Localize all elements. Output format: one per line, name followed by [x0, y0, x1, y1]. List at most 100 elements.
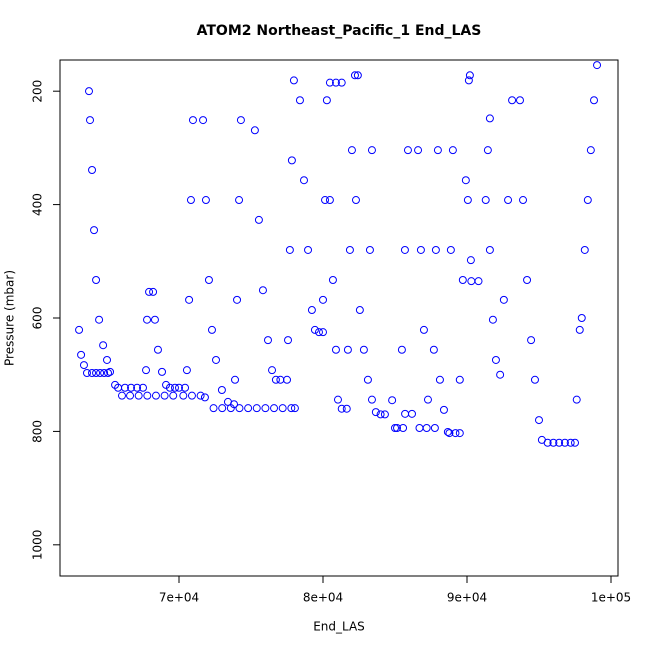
point — [351, 196, 360, 205]
point — [572, 395, 581, 404]
point — [283, 375, 292, 384]
point — [169, 391, 178, 400]
point — [153, 345, 162, 354]
point — [388, 396, 397, 405]
point — [397, 345, 406, 354]
point — [331, 345, 340, 354]
point — [250, 126, 259, 135]
point — [342, 404, 351, 413]
point — [593, 61, 602, 70]
point — [187, 391, 196, 400]
point — [371, 408, 380, 417]
point — [181, 383, 190, 392]
point — [365, 245, 374, 254]
point — [499, 295, 508, 304]
point — [271, 375, 280, 384]
points — [75, 61, 602, 447]
point — [117, 391, 126, 400]
point — [204, 276, 213, 285]
point — [79, 361, 88, 370]
point — [149, 287, 158, 296]
point — [268, 366, 277, 375]
point — [287, 156, 296, 165]
y-tick-label: 400 — [30, 193, 44, 216]
point — [99, 341, 108, 350]
point — [575, 325, 584, 334]
point — [145, 287, 154, 296]
point — [415, 424, 424, 433]
point — [289, 76, 298, 85]
point — [201, 196, 210, 205]
point — [88, 369, 97, 378]
point — [217, 386, 226, 395]
point — [337, 404, 346, 413]
point — [461, 176, 470, 185]
point — [433, 146, 442, 155]
point — [403, 146, 412, 155]
point — [226, 404, 235, 413]
x-tick-label: 7e+04 — [159, 591, 199, 605]
point — [353, 71, 362, 80]
point — [103, 355, 112, 364]
point — [151, 391, 160, 400]
point — [160, 391, 169, 400]
point — [367, 395, 376, 404]
point — [463, 196, 472, 205]
point — [430, 424, 439, 433]
point — [583, 196, 592, 205]
point — [474, 277, 483, 286]
point — [252, 404, 261, 413]
point — [85, 87, 94, 96]
point — [325, 78, 334, 87]
point — [455, 429, 464, 438]
point — [95, 315, 104, 324]
point — [212, 355, 221, 364]
point — [325, 196, 334, 205]
point — [185, 295, 194, 304]
point — [199, 116, 208, 125]
y-tick-label: 600 — [31, 307, 45, 330]
point — [400, 245, 409, 254]
point — [458, 276, 467, 285]
point — [278, 404, 287, 413]
point — [431, 245, 440, 254]
point — [485, 114, 494, 123]
point — [90, 226, 99, 235]
point — [139, 383, 148, 392]
point — [337, 78, 346, 87]
point — [314, 328, 323, 337]
point — [258, 286, 267, 295]
point — [347, 146, 356, 155]
point — [170, 383, 179, 392]
point — [429, 345, 438, 354]
point — [483, 146, 492, 155]
point — [443, 427, 452, 436]
point — [530, 375, 539, 384]
point — [235, 196, 244, 205]
point — [244, 404, 253, 413]
point — [143, 315, 152, 324]
point — [254, 215, 263, 224]
point — [307, 306, 316, 315]
point — [322, 96, 331, 105]
point — [133, 383, 142, 392]
y-tick-label: 1000 — [31, 530, 45, 561]
x-axis-label: End_LAS — [313, 620, 365, 634]
point — [106, 367, 115, 376]
point — [488, 315, 497, 324]
point — [466, 256, 475, 265]
point — [270, 404, 279, 413]
point — [527, 336, 536, 345]
point — [235, 404, 244, 413]
point — [508, 96, 517, 105]
point — [82, 369, 91, 378]
point — [196, 391, 205, 400]
point — [523, 276, 532, 285]
point — [126, 391, 135, 400]
point — [233, 295, 242, 304]
point — [515, 96, 524, 105]
point — [451, 429, 460, 438]
point — [464, 76, 473, 85]
point — [86, 116, 95, 125]
